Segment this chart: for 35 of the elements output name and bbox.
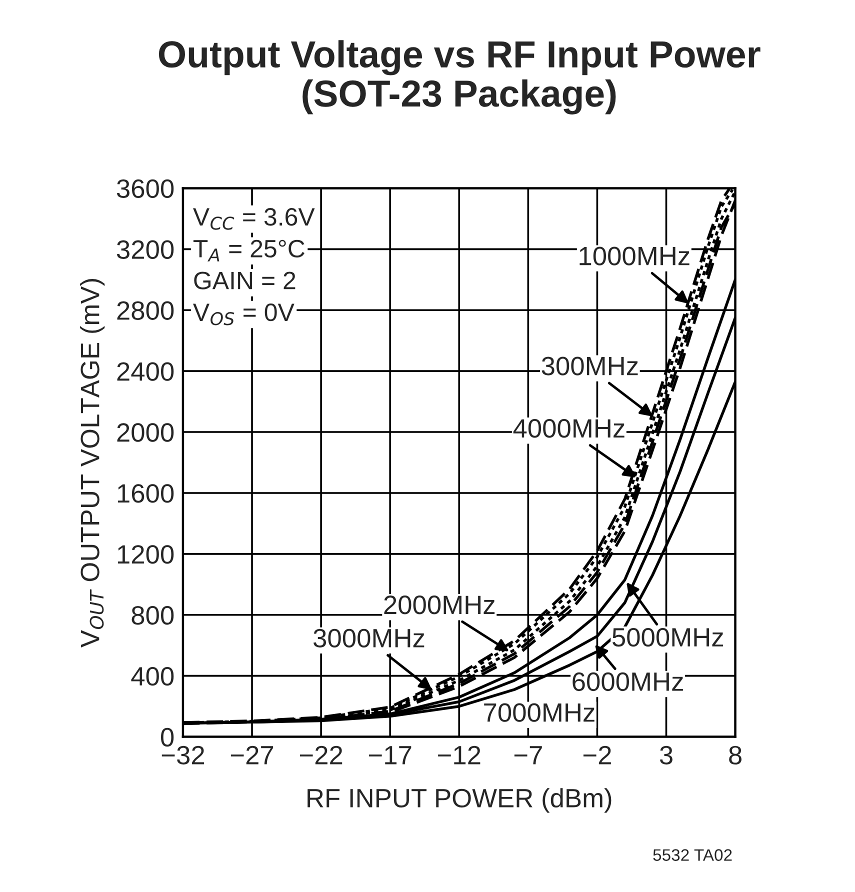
y-tick-label: 400 [131, 666, 174, 686]
x-tick-label: −2 [583, 746, 611, 764]
y-tick-label: 1200 [118, 545, 174, 564]
annotation: V$_{OS}$ = 0V [193, 303, 294, 326]
annotation: 2000MHz [384, 596, 495, 614]
chart-title: Output Voltage vs RF Input Power (SOT-23 Package) [158, 40, 760, 114]
y-axis-title: V$_{OUT}$ OUTPUT VOLTAGE (mV) [80, 279, 105, 648]
annotation: 6000MHz [572, 672, 683, 692]
annotation: T$_{A}$ = 25°C [193, 240, 304, 262]
x-tick-label: −32 [162, 746, 204, 765]
annotation: 7000MHz [484, 703, 594, 722]
annotation: 300MHz [542, 356, 638, 376]
annotation: 5000MHz [612, 628, 724, 647]
y-tick-label: 2400 [117, 362, 174, 381]
y-tick-label: 800 [132, 606, 174, 625]
x-tick-label: −22 [300, 746, 342, 764]
x-axis-title: RF INPUT POWER (dBm) [308, 788, 612, 813]
y-tick-label: 0 [160, 728, 174, 747]
text: 5532 TA02 [653, 849, 732, 861]
annotation: GAIN = 2 [194, 272, 296, 290]
y-tick-label: 3600 [116, 179, 174, 198]
x-tick-label: 8 [729, 746, 742, 765]
y-tick-label: 3200 [116, 240, 174, 259]
x-tick-label: 3 [660, 746, 672, 765]
y-tick-label: 1600 [118, 484, 174, 503]
x-tick-label: −17 [369, 746, 412, 764]
annotation: 3000MHz [314, 628, 424, 648]
x-tick-label: −27 [230, 746, 274, 764]
annotation: 4000MHz [513, 419, 624, 438]
annotation: V$_{CC}$ = 3.6V [193, 208, 315, 230]
x-tick-label: −12 [438, 746, 480, 764]
y-tick-label: 2000 [117, 423, 174, 442]
annotation: 1000MHz [580, 246, 690, 266]
x-tick-label: −7 [514, 746, 542, 764]
y-tick-label: 2800 [117, 301, 174, 320]
